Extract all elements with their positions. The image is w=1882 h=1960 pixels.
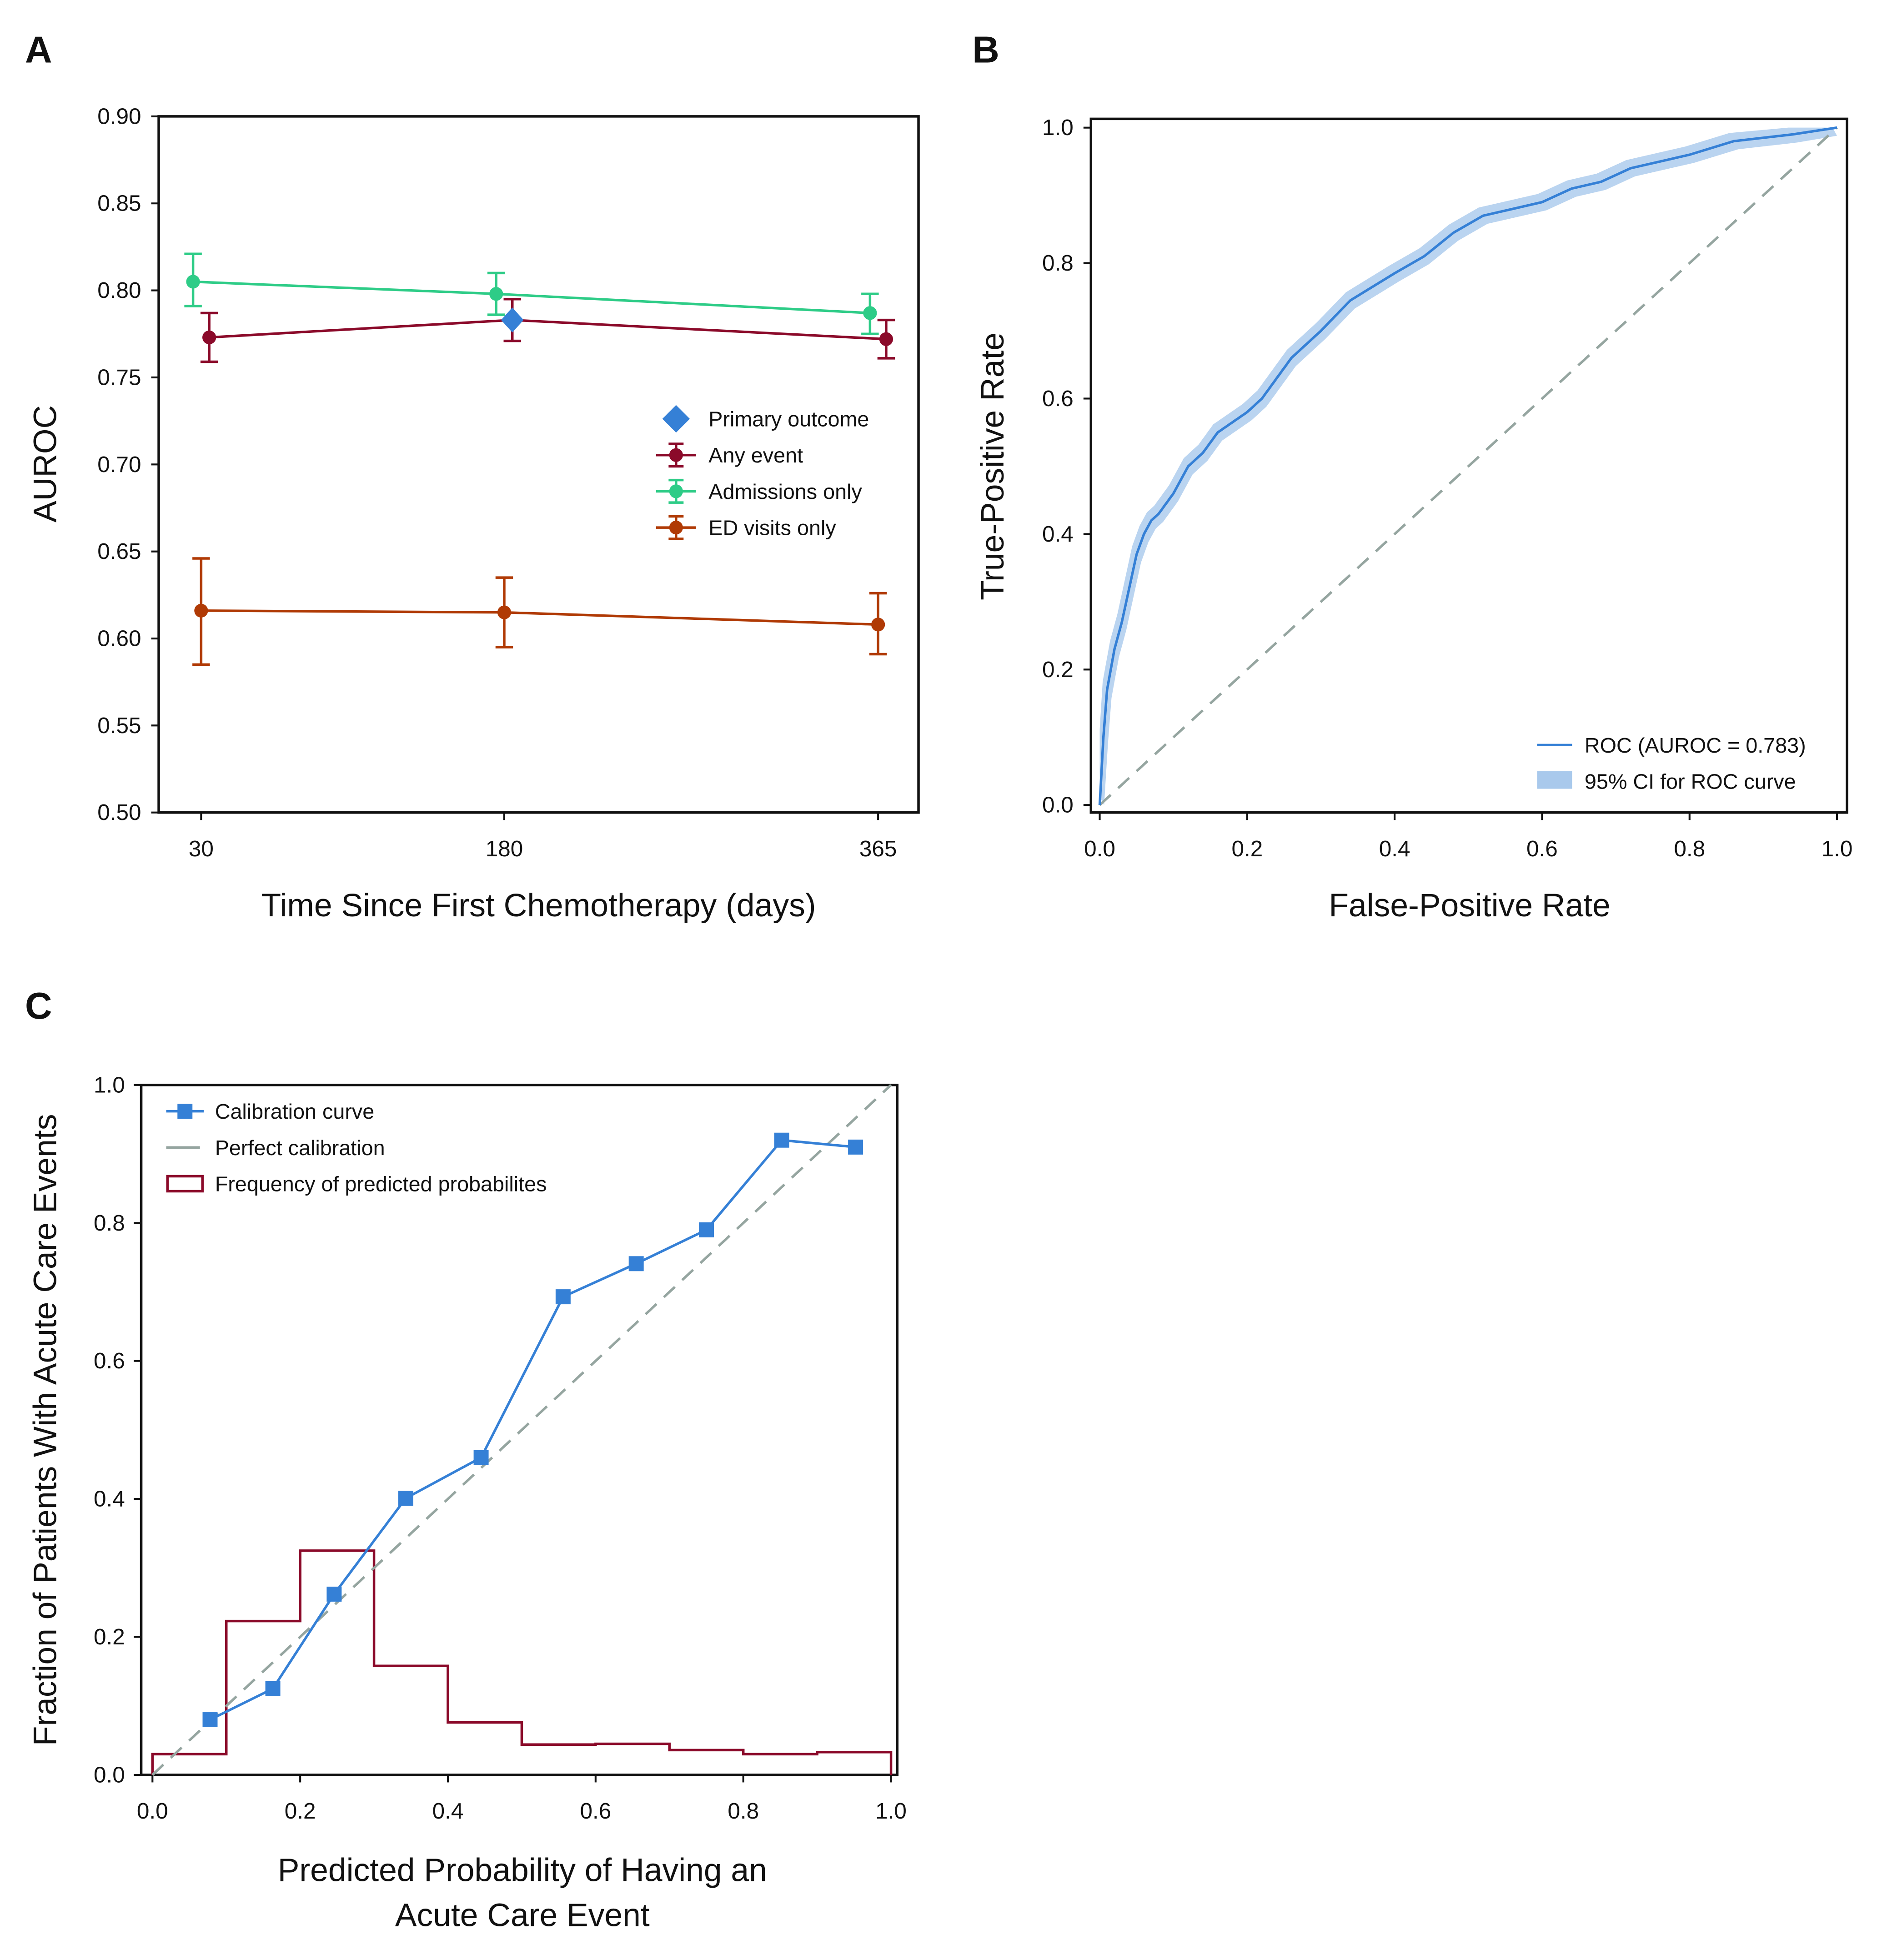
x-tick-label: 0.0 <box>137 1799 168 1824</box>
legend-marker-admissions-only <box>669 484 683 498</box>
panel-label-b: B <box>972 29 999 71</box>
data-point-ed-visits-only <box>194 603 208 618</box>
y-tick-label: 0.4 <box>1042 522 1074 547</box>
data-point-any-event <box>879 332 893 346</box>
x-tick-label: 365 <box>859 836 897 861</box>
panel-label-a: A <box>25 29 52 71</box>
y-tick-label: 0.6 <box>94 1348 125 1373</box>
series-line-any-event <box>209 318 887 341</box>
y-tick-label: 1.0 <box>1042 115 1074 140</box>
legend-calibration-curve: Calibration curve <box>215 1100 375 1123</box>
calibration-point <box>398 1491 413 1506</box>
legend-any-event: Any event <box>708 443 803 467</box>
y-tick-label: 0.85 <box>97 191 141 216</box>
legend-histogram-patch-icon <box>166 1175 204 1193</box>
legend-ci-patch-icon <box>1537 771 1572 789</box>
perfect-calibration-line <box>151 1084 892 1776</box>
panel-c-xlabel-line2: Acute Care Event <box>395 1897 650 1933</box>
y-tick-label: 1.0 <box>94 1072 125 1097</box>
legend-roc-ci: 95% CI for ROC curve <box>1585 770 1796 794</box>
panel-c-chart: Predicted Probability of Having an Acute… <box>27 1072 907 1933</box>
y-tick-label: 0.6 <box>1042 386 1074 411</box>
y-tick-label: 0.55 <box>97 713 141 738</box>
y-tick-label: 0.2 <box>1042 657 1074 682</box>
x-tick-label: 0.2 <box>1231 836 1263 861</box>
legend-frequency-histogram: Frequency of predicted probabilites <box>215 1172 547 1196</box>
calibration-point <box>848 1139 863 1155</box>
x-tick-label: 0.6 <box>580 1799 611 1824</box>
data-point-ed-visits-only <box>871 618 885 632</box>
y-tick-label: 0.90 <box>97 104 141 129</box>
frequency-histogram <box>151 1549 893 1775</box>
panel-c-axes-frame <box>140 1084 899 1776</box>
y-tick-label: 0.75 <box>97 365 141 390</box>
x-tick-label: 1.0 <box>875 1799 907 1824</box>
y-tick-label: 0.0 <box>94 1762 125 1787</box>
series-line-admissions-only <box>193 280 870 315</box>
panel-a-xlabel: Time Since First Chemotherapy (days) <box>261 887 816 924</box>
x-tick-label: 0.4 <box>432 1799 464 1824</box>
panel-b-axes-frame <box>1089 117 1848 814</box>
series-line-ed-visits-only <box>201 609 878 626</box>
panel-c-ylabel: Fraction of Patients With Acute Care Eve… <box>27 1114 64 1746</box>
x-tick-label: 0.6 <box>1526 836 1558 861</box>
calibration-point <box>699 1222 714 1237</box>
panel-b-xlabel: False-Positive Rate <box>1329 887 1610 924</box>
y-tick-label: 0.8 <box>1042 251 1074 276</box>
y-tick-label: 0.4 <box>94 1487 125 1512</box>
data-point-admissions-only <box>186 275 200 289</box>
x-tick-label: 0.2 <box>285 1799 316 1824</box>
x-tick-label: 180 <box>486 836 523 861</box>
panel-c-xlabel-line1: Predicted Probability of Having an <box>278 1852 767 1889</box>
x-tick-label: 30 <box>189 836 214 861</box>
panel-label-c: C <box>25 985 52 1027</box>
panel-a-chart: Time Since First Chemotherapy (days) AUR… <box>27 104 920 924</box>
y-tick-label: 0.70 <box>97 452 141 477</box>
chance-diagonal-line <box>1099 126 1838 806</box>
data-point-any-event <box>202 330 216 345</box>
y-tick-label: 0.8 <box>94 1211 125 1236</box>
data-point-ed-visits-only <box>497 605 512 619</box>
panel-b-chart: False-Positive Rate True-Positive Rate R… <box>974 115 1853 924</box>
calibration-point <box>628 1256 644 1271</box>
legend-marker-any-event <box>669 448 683 462</box>
roc-curve <box>1098 126 1837 805</box>
legend-perfect-calibration: Perfect calibration <box>215 1136 385 1160</box>
y-tick-label: 0.65 <box>97 539 141 564</box>
data-point-admissions-only <box>863 306 877 320</box>
x-tick-label: 0.4 <box>1379 836 1410 861</box>
calibration-point <box>265 1681 281 1696</box>
panel-a-ylabel: AUROC <box>27 405 64 523</box>
primary-outcome-marker <box>501 307 524 333</box>
panel-a-axes-frame <box>157 115 920 814</box>
y-tick-label: 0.0 <box>1042 793 1074 818</box>
calibration-point <box>555 1289 571 1305</box>
legend-calibration-square-icon <box>177 1104 193 1119</box>
calibration-point <box>202 1712 218 1728</box>
calibration-point <box>326 1586 342 1602</box>
x-tick-label: 0.8 <box>728 1799 759 1824</box>
y-tick-label: 0.80 <box>97 278 141 303</box>
x-tick-label: 1.0 <box>1822 836 1853 861</box>
legend-diamond-icon <box>662 405 690 433</box>
legend-roc: ROC (AUROC = 0.783) <box>1585 734 1806 757</box>
legend-primary-outcome: Primary outcome <box>708 407 869 431</box>
x-tick-label: 0.8 <box>1674 836 1705 861</box>
y-tick-label: 0.60 <box>97 626 141 651</box>
calibration-curve <box>209 1139 856 1721</box>
legend-marker-ed-visits-only <box>669 520 683 535</box>
x-tick-label: 0.0 <box>1084 836 1115 861</box>
legend-admissions-only: Admissions only <box>708 480 862 503</box>
data-point-admissions-only <box>489 287 503 301</box>
legend-ed-visits-only: ED visits only <box>708 516 836 540</box>
y-tick-label: 0.50 <box>97 800 141 825</box>
calibration-point <box>774 1132 789 1148</box>
panel-b-ylabel: True-Positive Rate <box>974 332 1011 600</box>
calibration-point <box>473 1450 489 1465</box>
y-tick-label: 0.2 <box>94 1624 125 1649</box>
